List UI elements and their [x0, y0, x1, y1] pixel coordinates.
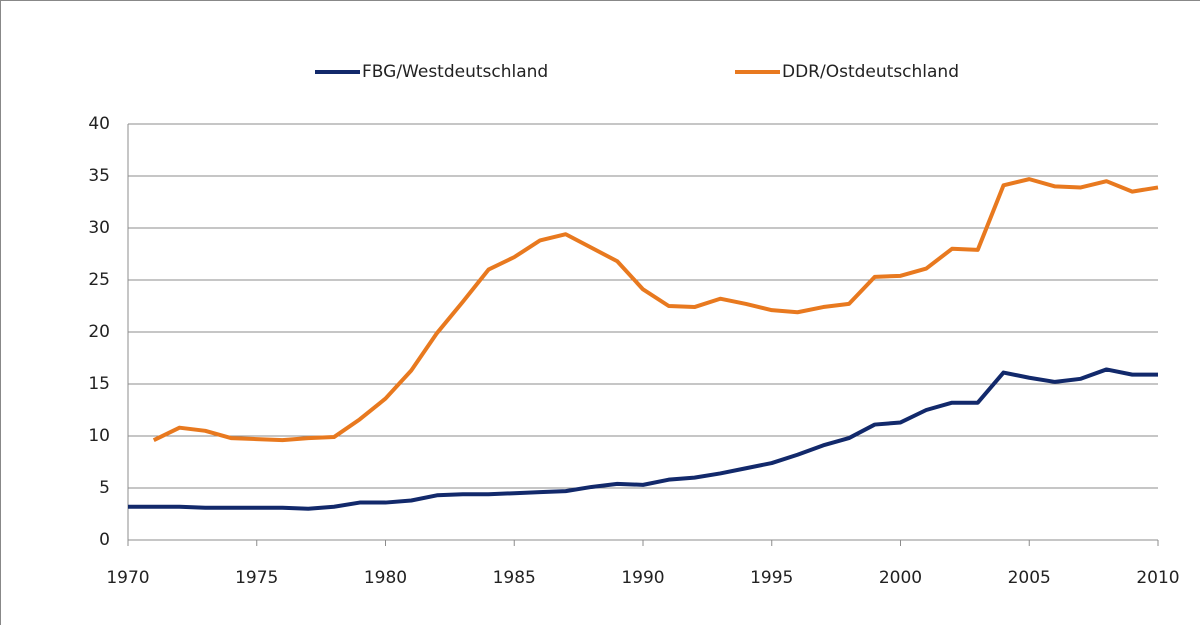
x-tick-label: 1970: [106, 568, 149, 588]
y-tick-label: 5: [99, 478, 110, 498]
x-tick-label: 2010: [1136, 568, 1179, 588]
x-tick-label: 2000: [879, 568, 922, 588]
x-tick-label: 1995: [750, 568, 793, 588]
y-tick-label: 10: [88, 426, 110, 446]
x-tick-label: 2005: [1008, 568, 1051, 588]
y-tick-label: 15: [88, 374, 110, 394]
y-tick-label: 0: [99, 530, 110, 550]
y-tick-label: 35: [88, 166, 110, 186]
x-tick-label: 1985: [493, 568, 536, 588]
series-line: [152, 177, 1159, 443]
legend-label: FBG/Westdeutschland: [362, 62, 548, 82]
y-tick-label: 30: [88, 218, 110, 238]
x-tick-label: 1975: [235, 568, 278, 588]
y-tick-label: 40: [88, 114, 110, 134]
x-tick-label: 1990: [621, 568, 664, 588]
series-line: [128, 367, 1158, 511]
legend-label: DDR/Ostdeutschland: [782, 62, 959, 82]
x-tick-label: 1980: [364, 568, 407, 588]
y-tick-label: 20: [88, 322, 110, 342]
y-tick-label: 25: [88, 270, 110, 290]
